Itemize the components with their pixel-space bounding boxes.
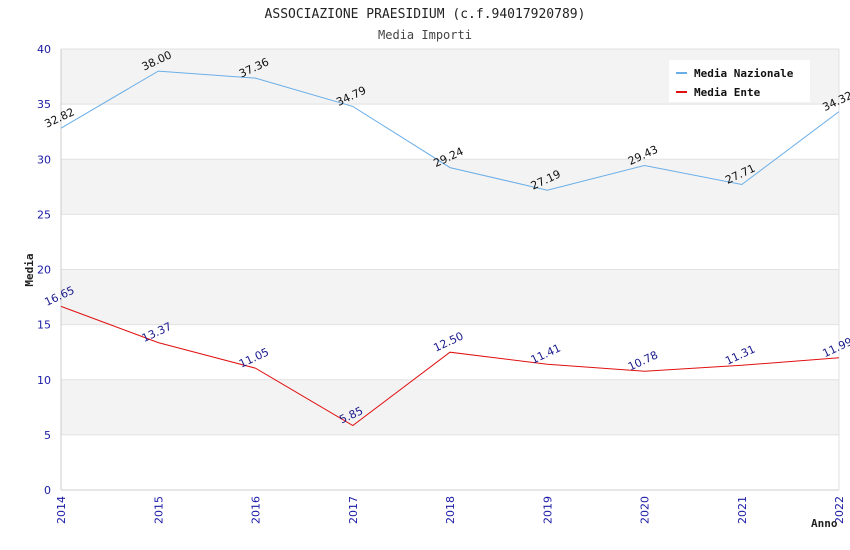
y-axis-title: Media [23,253,36,286]
y-axis-ticks: 0 5 10 15 20 25 30 35 40 [37,43,51,497]
y-tick-label: 35 [37,98,51,111]
legend-label: Media Ente [694,86,761,99]
chart-title: ASSOCIAZIONE PRAESIDIUM (c.f.94017920789… [265,7,586,22]
x-tick-label: 2021 [736,496,749,524]
data-label: 11.05 [237,345,271,370]
grid-bands [61,49,839,435]
data-label: 10.78 [626,348,660,373]
series-line [60,70,840,191]
series-group [60,70,840,427]
y-tick-label: 5 [44,429,51,442]
data-label: 12.50 [431,329,465,354]
legend-label: Media Nazionale [694,67,794,80]
y-tick-label: 30 [37,153,51,166]
grid-band [61,379,839,435]
x-tick-label: 2020 [639,496,652,524]
legend-box [669,60,810,102]
grid-band [61,159,839,215]
y-tick-label: 15 [37,319,51,332]
x-tick-label: 2022 [833,496,846,524]
y-tick-label: 20 [37,264,51,277]
x-tick-label: 2017 [347,496,360,524]
grid-band [61,269,839,325]
y-tick-label: 25 [37,208,51,221]
x-axis-title: Anno [811,517,838,530]
y-tick-label: 40 [37,43,51,56]
x-tick-label: 2019 [541,496,554,524]
x-tick-label: 2014 [55,496,68,524]
data-label: 11.41 [529,341,563,366]
chart-subtitle: Media Importi [378,28,472,42]
x-tick-label: 2018 [444,496,457,524]
y-tick-label: 0 [44,484,51,497]
series-line [60,305,840,427]
y-tick-label: 10 [37,374,51,387]
data-label: 11.99 [820,335,850,360]
x-tick-label: 2015 [152,496,165,524]
grid-lines [61,48,839,436]
legend: Media Nazionale Media Ente [669,60,810,102]
x-tick-label: 2016 [250,496,263,524]
axes [60,49,840,491]
data-label: 11.31 [723,343,757,368]
x-axis-ticks: 2014 2015 2016 2017 2018 2019 2020 2021 2022 [55,496,846,524]
